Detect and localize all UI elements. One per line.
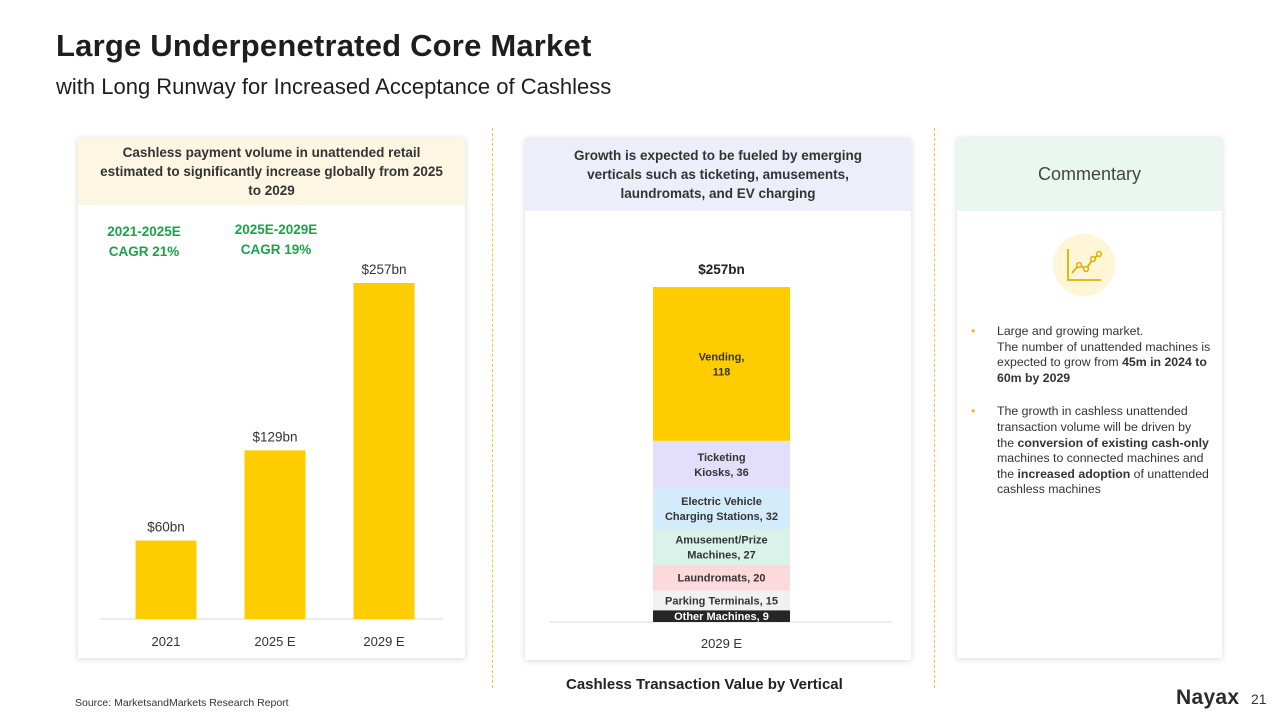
commentary-header: Commentary (957, 138, 1222, 211)
bar-data-label: $129bn (252, 429, 297, 444)
cagr-2021-2025: 2021-2025E CAGR 21% (92, 222, 196, 262)
divider-right (934, 128, 935, 688)
verticals-header: Growth is expected to be fueled by emerg… (525, 138, 911, 211)
page-title: Large Underpenetrated Core Market (56, 28, 592, 63)
commentary-bullet-1: Large and growing market.The number of u… (971, 324, 1211, 386)
segment-parking-terminals (653, 590, 790, 611)
segment-label: Other Machines, 9 (674, 611, 769, 623)
segment-label: Vending, 118 (699, 351, 745, 378)
segment-amusement-prize-machines (653, 529, 790, 565)
segment-label: Ticketing Kiosks, 36 (694, 452, 748, 479)
x-tick-label: 2029 E (701, 636, 743, 651)
bar-2021 (135, 540, 197, 619)
line-chart-icon (1053, 234, 1115, 296)
bar-2029-e (353, 283, 415, 619)
verticals-panel: Growth is expected to be fueled by emerg… (525, 138, 911, 660)
bullet-text: The growth in cashless unattended transa… (997, 404, 1192, 450)
verticals-stacked-chart: Other Machines, 9 Parking Terminals, 15 La… (550, 262, 892, 651)
segment-vending (653, 287, 790, 441)
segment-ticketing-kiosks (653, 440, 790, 488)
segment-label: Parking Terminals, 15 (665, 595, 778, 607)
cagr-period-label: 2021-2025E (107, 224, 181, 239)
cashless-volume-bar-chart: $60bn 2021 $129bn 2025 E $257bn 2029 E (100, 262, 443, 649)
stack-total-label: $257bn (698, 262, 745, 277)
verticals-caption: Cashless Transaction Value by Vertical (566, 676, 843, 693)
bar-2025-e (244, 450, 306, 619)
cagr-2025-2029: 2025E-2029E CAGR 19% (216, 220, 336, 260)
commentary-panel: Commentary Large and growing market.The … (957, 138, 1222, 658)
cagr-period-label: 2025E-2029E (234, 222, 318, 237)
commentary-bullets: Large and growing market.The number of u… (971, 324, 1211, 516)
segment-label: Electric Vehicle Charging Stations, 32 (665, 496, 778, 523)
cashless-volume-panel: Cashless payment volume in unattended re… (78, 138, 465, 658)
cagr-value: CAGR 19% (240, 242, 312, 257)
cashless-volume-header: Cashless payment volume in unattended re… (78, 138, 465, 205)
bar-data-label: $257bn (361, 262, 406, 277)
page-number: 21 (1251, 691, 1267, 707)
segment-electric-vehicle-charging-stations (653, 487, 790, 530)
bullet-emphasis: 45m in 2024 to 60m by 2029 (997, 355, 1207, 385)
page-subtitle: with Long Runway for Increased Acceptanc… (56, 74, 612, 99)
commentary-bullet-2: The growth in cashless unattended transa… (971, 404, 1211, 498)
x-tick-label: 2021 (152, 634, 181, 649)
segment-label: Amusement/Prize Machines, 27 (675, 535, 767, 562)
segment-laundromats (653, 564, 790, 591)
source-note: Source: MarketsandMarkets Research Repor… (75, 697, 289, 709)
bullet-text: The number of unattended machines is exp… (997, 339, 1211, 370)
divider-left (492, 128, 493, 688)
cagr-value: CAGR 21% (108, 244, 180, 259)
nayax-logo: Nayax (1176, 686, 1240, 709)
bullet-emphasis: increased adoption (1017, 466, 1131, 481)
bullet-text: of unattended cashless machines (997, 466, 1209, 497)
segment-label: Laundromats, 20 (677, 573, 765, 585)
bullet-text: Large and growing market. (997, 324, 1144, 338)
bar-data-label: $60bn (147, 520, 185, 535)
segment-other-machines (653, 610, 790, 622)
bullet-text: machines to connected machines and the (997, 451, 1204, 481)
bullet-emphasis: conversion of existing cash-only (1017, 435, 1209, 450)
x-tick-label: 2025 E (254, 634, 296, 649)
x-tick-label: 2029 E (363, 634, 405, 649)
